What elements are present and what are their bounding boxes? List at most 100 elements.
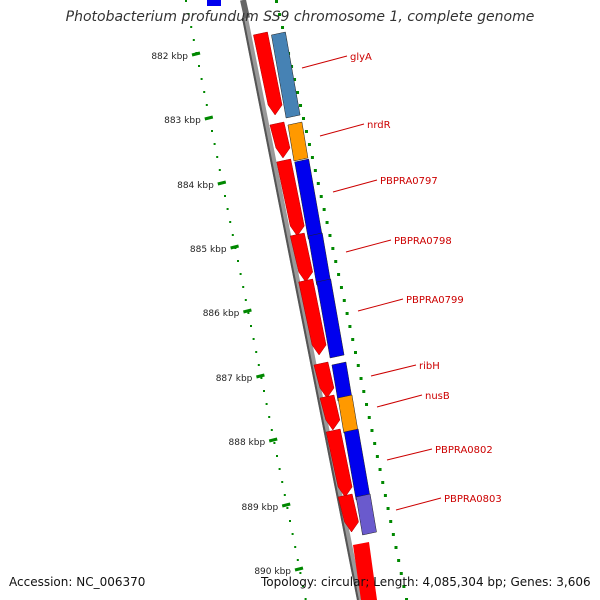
- scale-tick: [217, 180, 227, 186]
- scale-track-dot: [281, 481, 284, 483]
- cds-feature-block: [331, 361, 353, 402]
- scale-track-dot: [216, 156, 219, 158]
- outer-track-dot: [351, 338, 355, 341]
- forward-feature-arrow: [353, 542, 377, 600]
- cds-feature-block: [271, 31, 301, 119]
- forward-feature-arrow: [276, 158, 305, 237]
- cds-feature-block: [316, 278, 345, 359]
- outer-track-dot: [310, 156, 314, 159]
- gene-leader-line: [301, 55, 348, 69]
- scale-track-dot: [252, 338, 255, 340]
- gene-leader-line: [345, 239, 392, 253]
- scale-track-dot: [304, 598, 307, 600]
- outer-track-dot: [375, 455, 379, 458]
- scale-tick: [268, 437, 278, 443]
- outer-track-dot: [316, 182, 320, 185]
- accession-text: Accession: NC_006370: [9, 575, 146, 589]
- outer-track-dot: [304, 130, 308, 133]
- scale-track-dot: [244, 299, 247, 301]
- outer-track-dot: [397, 559, 401, 562]
- forward-feature-arrow: [337, 493, 359, 533]
- feature-layer: [207, 0, 377, 600]
- outer-track-dot: [296, 91, 300, 94]
- scale-tick-label: 888 kbp: [229, 438, 266, 448]
- outer-track-dot: [405, 598, 409, 600]
- outer-track-dot: [322, 208, 326, 211]
- scale-track-dot: [289, 520, 291, 522]
- scale-track-dot: [247, 312, 250, 314]
- scale-track-dot: [250, 325, 252, 327]
- gene-label-nrdr: nrdR: [367, 120, 391, 131]
- scale-tick: [191, 51, 201, 57]
- outer-track-dot: [319, 195, 323, 198]
- scale-track-dot: [273, 442, 276, 444]
- scale-track-dot: [231, 234, 234, 236]
- scale-track-dot: [302, 585, 304, 587]
- gene-label-pbpra0799: PBPRA0799: [406, 295, 464, 306]
- forward-feature-arrow: [289, 232, 313, 283]
- scale-track-dot: [296, 559, 299, 561]
- label-layer: glyA nrdR PBPRA0797 PBPRA0798 PBPRA0799 ribH n…: [301, 52, 502, 511]
- outer-track-dot: [278, 13, 282, 16]
- scale-tick: [281, 502, 291, 508]
- tick-layer: 882 kbp 883 kbp 884 kbp 885 kbp 886 kbp 887 k…: [151, 0, 409, 600]
- scale-tick-label: 883 kbp: [164, 116, 201, 126]
- gene-leader-line: [370, 364, 417, 377]
- forward-feature-arrow: [319, 394, 341, 431]
- forward-feature-arrow: [298, 278, 327, 356]
- outer-track-dot: [365, 403, 369, 406]
- gene-leader-line: [332, 179, 378, 193]
- outer-track-dot: [302, 117, 306, 120]
- outer-track-dot: [389, 520, 393, 523]
- outer-track-dot: [337, 273, 341, 276]
- outer-track-dot: [359, 377, 363, 380]
- scale-track-dot: [257, 364, 260, 366]
- cds-feature-block: [207, 0, 221, 6]
- scale-track-dot: [192, 39, 195, 41]
- outer-track-dot: [348, 325, 352, 328]
- outer-track-dot: [339, 286, 343, 289]
- scale-track-dot: [242, 286, 245, 288]
- scale-track-dot: [190, 26, 193, 28]
- scale-track-dot: [237, 260, 239, 262]
- outer-track-dot: [331, 247, 335, 250]
- gene-leader-line: [386, 448, 433, 461]
- scale-track-dot: [276, 455, 278, 457]
- scale-tick-label: 885 kbp: [190, 245, 227, 255]
- scale-track-dot: [218, 169, 221, 171]
- outer-track-dot: [394, 546, 398, 549]
- scale-track-dot: [265, 403, 268, 405]
- forward-feature-arrow: [269, 121, 291, 159]
- scale-tick-label: 882 kbp: [151, 52, 188, 62]
- scale-track-dot: [286, 507, 289, 509]
- scale-track-dot: [263, 390, 265, 392]
- cds-feature-block: [307, 232, 331, 286]
- scale-track-dot: [294, 546, 297, 548]
- scale-tick: [256, 373, 265, 379]
- gene-label-glya: glyA: [350, 52, 372, 63]
- gene-label-pbpra0797: PBPRA0797: [380, 176, 438, 187]
- outer-track-dot: [281, 26, 285, 29]
- scale-track-dot: [229, 221, 232, 223]
- scale-track-dot: [205, 104, 208, 106]
- outer-track-dot: [402, 585, 406, 588]
- gene-label-pbpra0798: PBPRA0798: [394, 236, 452, 247]
- cds-feature-block: [287, 121, 309, 162]
- forward-feature-arrow: [325, 428, 353, 498]
- outer-track-dot: [370, 429, 374, 432]
- scale-track-dot: [198, 65, 200, 67]
- outer-track-dot: [313, 169, 317, 172]
- outer-track-dot: [362, 390, 366, 393]
- scale-track-dot: [185, 0, 187, 2]
- gene-leader-line: [376, 394, 423, 408]
- scale-track-dot: [213, 143, 216, 145]
- scale-tick-label: 889 kbp: [242, 503, 279, 513]
- cds-feature-block: [337, 394, 359, 434]
- outer-track-dot: [383, 494, 387, 497]
- outer-track-dot: [356, 364, 360, 367]
- outer-track-dot: [391, 533, 395, 536]
- outer-track-dot: [334, 260, 338, 263]
- gene-label-pbpra0802: PBPRA0802: [435, 445, 493, 456]
- scale-tick: [230, 244, 239, 250]
- gene-label-ribh: ribH: [419, 361, 440, 372]
